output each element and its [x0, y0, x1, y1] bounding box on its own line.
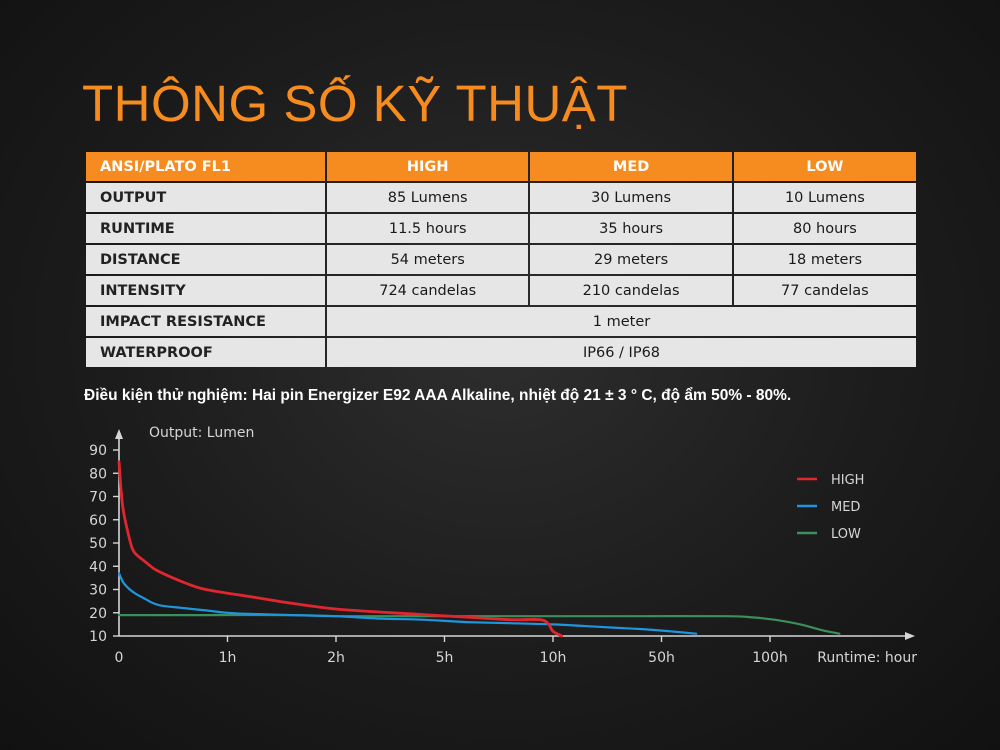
cell-output-low: 10 Lumens: [733, 183, 916, 212]
y-tick-label: 80: [89, 466, 107, 482]
x-axis-label: Runtime: hour: [817, 650, 917, 666]
x-tick-label: 50h: [648, 650, 675, 666]
page-title: THÔNG SỐ KỸ THUẬT: [82, 75, 628, 132]
table-row: IMPACT RESISTANCE 1 meter: [86, 307, 916, 336]
legend-label-high: HIGH: [831, 473, 864, 488]
runtime-chart: 10 20 30 40 50 60 70 80 90 0 1h 2h 5h 10h 50h 100h Outpu…: [89, 425, 917, 666]
x-axis-arrow: [905, 632, 915, 640]
header-med: MED: [530, 152, 732, 181]
header-low: LOW: [733, 152, 916, 181]
cell-runtime-med: 35 hours: [530, 214, 732, 243]
x-tick-label: 10h: [540, 650, 567, 666]
legend-label-low: LOW: [831, 527, 861, 542]
row-label-runtime: RUNTIME: [86, 214, 325, 243]
header-standard: ANSI/PLATO FL1: [86, 152, 325, 181]
x-tick-label: 100h: [752, 650, 788, 666]
y-tick-label: 90: [89, 443, 107, 459]
y-axis-label: Output: Lumen: [149, 425, 254, 441]
series-line-med: [117, 572, 698, 635]
cell-impact-value: 1 meter: [327, 307, 916, 336]
test-conditions-note: Điều kiện thử nghiệm: Hai pin Energizer …: [84, 387, 792, 404]
series-line-high: [117, 460, 564, 638]
cell-distance-low: 18 meters: [733, 245, 916, 274]
cell-runtime-high: 11.5 hours: [327, 214, 529, 243]
cell-waterproof-value: IP66 / IP68: [327, 338, 916, 367]
y-tick-label: 40: [89, 559, 107, 575]
x-tick-label: 2h: [327, 650, 345, 666]
row-label-distance: DISTANCE: [86, 245, 325, 274]
cell-intensity-low: 77 candelas: [733, 276, 916, 305]
y-axis-arrow: [115, 429, 123, 439]
row-label-waterproof: WATERPROOF: [86, 338, 325, 367]
cell-distance-med: 29 meters: [530, 245, 732, 274]
cell-intensity-high: 724 candelas: [327, 276, 529, 305]
row-label-output: OUTPUT: [86, 183, 325, 212]
y-tick-label: 70: [89, 490, 107, 506]
table-row: WATERPROOF IP66 / IP68: [86, 338, 916, 367]
y-tick-label: 20: [89, 606, 107, 622]
cell-intensity-med: 210 candelas: [530, 276, 732, 305]
table-row: INTENSITY 724 candelas 210 candelas 77 c…: [86, 276, 916, 305]
x-tick-label: 1h: [219, 650, 237, 666]
row-label-impact: IMPACT RESISTANCE: [86, 307, 325, 336]
spec-table: ANSI/PLATO FL1 HIGH MED LOW OUTPUT 85 Lu…: [84, 150, 918, 369]
cell-distance-high: 54 meters: [327, 245, 529, 274]
table-header-row: ANSI/PLATO FL1 HIGH MED LOW: [86, 152, 916, 181]
x-tick-label: 5h: [436, 650, 454, 666]
table-row: RUNTIME 11.5 hours 35 hours 80 hours: [86, 214, 916, 243]
cell-output-med: 30 Lumens: [530, 183, 732, 212]
table-row: OUTPUT 85 Lumens 30 Lumens 10 Lumens: [86, 183, 916, 212]
x-tick-label: 0: [115, 650, 124, 666]
table-row: DISTANCE 54 meters 29 meters 18 meters: [86, 245, 916, 274]
cell-output-high: 85 Lumens: [327, 183, 529, 212]
header-high: HIGH: [327, 152, 529, 181]
y-tick-label: 30: [89, 583, 107, 599]
y-tick-label: 60: [89, 513, 107, 529]
cell-runtime-low: 80 hours: [733, 214, 916, 243]
y-tick-label: 50: [89, 536, 107, 552]
y-tick-label: 10: [89, 629, 107, 645]
row-label-intensity: INTENSITY: [86, 276, 325, 305]
legend-label-med: MED: [831, 500, 860, 515]
